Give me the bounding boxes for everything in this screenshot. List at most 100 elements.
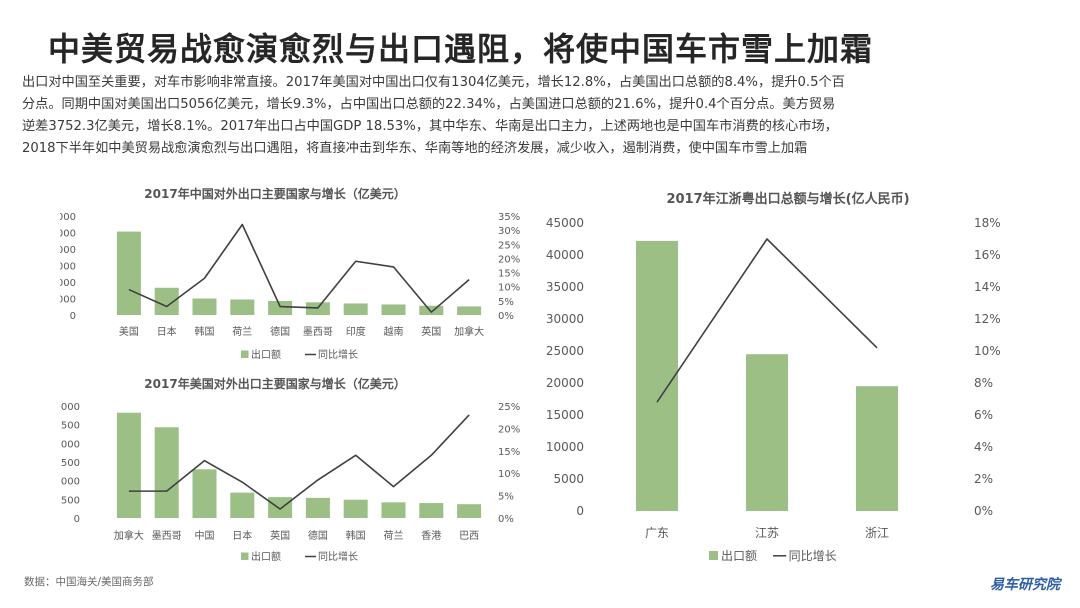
bar-4	[230, 492, 255, 518]
category-label: 墨西哥	[152, 530, 182, 542]
legend-bar-swatch	[709, 551, 718, 560]
y-tick-label: 6000	[60, 212, 76, 223]
y-tick-label: 20000	[546, 376, 584, 390]
brand-logo: 易车研究院	[990, 577, 1060, 593]
bar-2	[154, 287, 179, 315]
chart-title: 2017年美国对外出口主要国家与增长（亿美元）	[144, 376, 405, 391]
bar-1	[116, 231, 141, 315]
y-tick-label: 1000	[60, 477, 80, 488]
bar-10	[457, 504, 482, 518]
y2-tick-label: 0%	[974, 504, 993, 518]
y-tick-label: 0	[70, 311, 76, 322]
chart-title: 2017年中国对外出口主要国家与增长（亿美元）	[144, 186, 405, 201]
y2-tick-label: 14%	[974, 280, 1001, 294]
y-tick-label: 0	[74, 514, 80, 525]
intro-paragraph: 出口对中国至关重要，对车市影响非常直接。2017年美国对中国出口仅有1304亿美…	[22, 72, 1062, 160]
y-tick-label: 10000	[546, 440, 584, 454]
y-tick-label: 5000	[60, 229, 76, 240]
us-export-chart: 2017年美国对外出口主要国家与增长（亿美元） 0 500 1000 1500 2000 2…	[60, 376, 520, 563]
category-label: 浙江	[865, 526, 889, 540]
bar-5	[268, 497, 293, 518]
category-label: 英国	[270, 529, 290, 542]
legend-bar-swatch	[241, 350, 249, 358]
y-tick-label: 2000	[60, 278, 76, 289]
category-label: 香港	[421, 530, 441, 542]
growth-line	[128, 223, 470, 313]
y-tick-label: 30000	[546, 312, 584, 326]
category-label: 江苏	[755, 526, 779, 540]
bar-8	[381, 304, 406, 315]
bar-9	[419, 503, 444, 518]
legend-bar-swatch	[241, 552, 249, 560]
category-label: 巴西	[459, 530, 479, 542]
y-tick-label: 2500	[60, 421, 80, 432]
y2-tick-label: 6%	[974, 408, 993, 422]
y-tick-label: 15000	[546, 408, 584, 422]
y-tick-label: 45000	[546, 216, 584, 230]
bar-7	[343, 499, 368, 518]
category-label: 荷兰	[384, 529, 404, 542]
category-label: 中国	[195, 529, 215, 542]
y-tick-label: 35000	[546, 280, 584, 294]
china-export-chart: 2017年中国对外出口主要国家与增长（亿美元） 0 1000 2000 3000 4000…	[60, 186, 520, 361]
category-label: 美国	[119, 325, 139, 338]
category-label: 韩国	[195, 325, 215, 338]
y-tick-label: 5000	[553, 472, 584, 486]
y-tick-label: 3000	[60, 402, 80, 413]
bar-6	[305, 497, 330, 518]
legend-line-label: 同比增长	[318, 348, 358, 361]
y2-tick-label: 25%	[498, 240, 520, 251]
category-label: 加拿大	[454, 325, 484, 338]
bar-2	[154, 427, 179, 518]
bar-7	[343, 303, 368, 315]
y2-tick-label: 2%	[974, 472, 993, 486]
y2-tick-label: 0%	[498, 311, 514, 322]
growth-line	[128, 414, 470, 510]
chart-title: 2017年江浙粤出口总额与增长(亿人民币)	[666, 191, 909, 207]
y-tick-label: 1000	[60, 295, 76, 306]
y2-tick-label: 12%	[974, 312, 1001, 326]
y2-tick-label: 20%	[498, 424, 520, 435]
category-label: 荷兰	[232, 325, 252, 338]
category-label: 加拿大	[114, 529, 144, 542]
y2-tick-label: 5%	[498, 492, 514, 503]
y2-tick-label: 5%	[498, 297, 514, 308]
paragraph-line-4: 2018下半年如中美贸易战愈演愈烈与出口遇阻，将直接冲击到华东、华南等地的经济发…	[22, 141, 808, 156]
y2-tick-label: 30%	[498, 226, 520, 237]
category-label: 日本	[157, 325, 177, 338]
legend-bar-label: 出口额	[251, 550, 281, 563]
y2-tick-label: 25%	[498, 402, 520, 413]
y-tick-label: 3000	[60, 262, 76, 273]
y2-tick-label: 0%	[498, 514, 514, 525]
bar-8	[381, 502, 406, 518]
y-tick-label: 500	[61, 495, 80, 506]
y2-tick-label: 10%	[974, 344, 1001, 358]
category-label: 德国	[308, 529, 328, 542]
paragraph-line-2: 分点。同期中国对美国出口5056亿美元，增长9.3%，占中国出口总额的22.34…	[22, 97, 836, 112]
y-tick-label: 2000	[60, 439, 80, 450]
category-label: 德国	[270, 325, 290, 338]
y-tick-label: 1500	[60, 458, 80, 469]
bar-3	[192, 298, 217, 315]
category-label: 广东	[645, 526, 669, 540]
y2-tick-label: 8%	[974, 376, 993, 390]
bar-3	[192, 469, 217, 518]
bar-1	[636, 240, 678, 512]
y-tick-label: 4000	[60, 245, 76, 256]
y2-tick-label: 10%	[498, 283, 520, 294]
bar-3	[856, 386, 898, 511]
category-label: 墨西哥	[303, 326, 333, 338]
y2-tick-label: 18%	[974, 216, 1001, 230]
category-label: 韩国	[346, 529, 366, 542]
y-tick-label: 0	[576, 504, 584, 518]
bar-9	[419, 305, 444, 315]
jiangzheyue-export-chart: 2017年江浙粤出口总额与增长(亿人民币) 0 5000 10000 15000 2000…	[546, 191, 1001, 563]
y2-tick-label: 15%	[498, 447, 520, 458]
legend-bar-label: 出口额	[251, 348, 281, 361]
y2-tick-label: 10%	[498, 469, 520, 480]
category-label: 日本	[232, 529, 252, 542]
y2-tick-label: 35%	[498, 212, 520, 223]
category-label: 英国	[421, 325, 441, 338]
paragraph-line-3: 逆差3752.3亿美元，增长8.1%。2017年出口占中国GDP 18.53%，…	[22, 119, 838, 134]
page-title: 中美贸易战愈演愈烈与出口遇阻，将使中国车市雪上加霜	[48, 30, 874, 68]
